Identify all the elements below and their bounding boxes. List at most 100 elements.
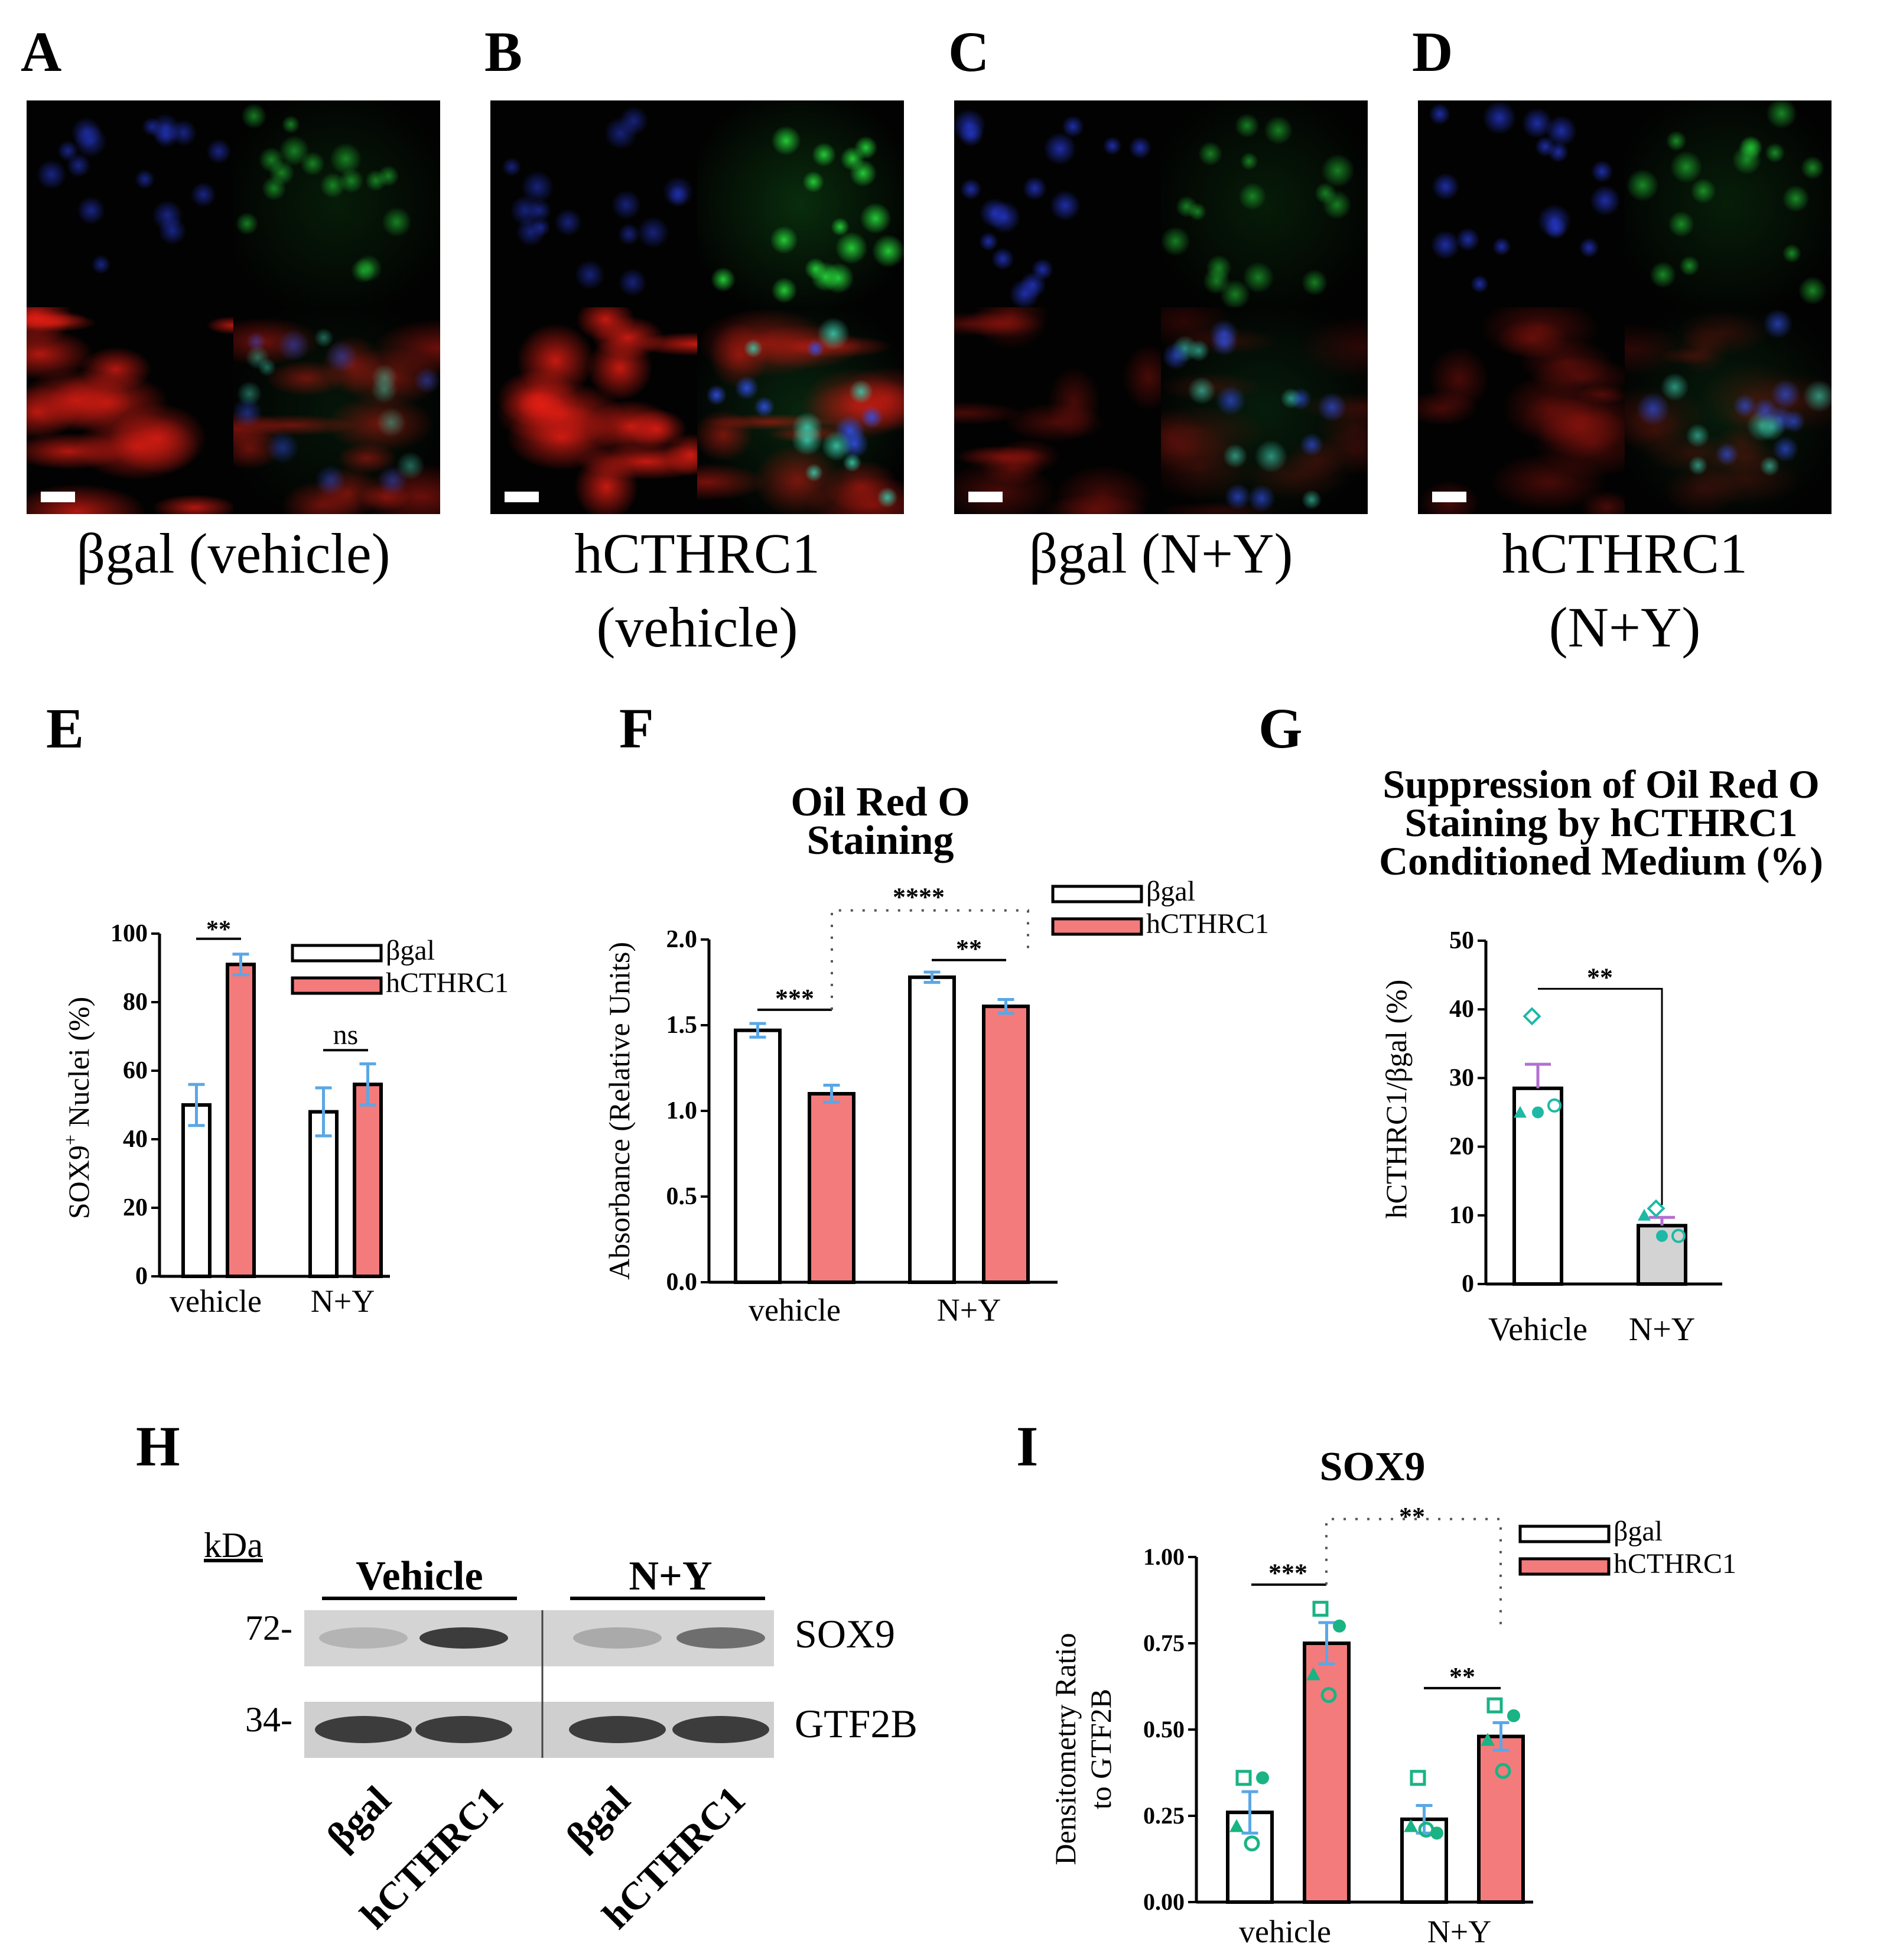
panel-letter-d: D (1412, 20, 1453, 83)
y-tick-label: 0.5 (666, 1183, 698, 1210)
band-sox9 (419, 1627, 508, 1649)
sig-label: *** (1268, 1559, 1307, 1588)
x-category-label: N+Y (1427, 1914, 1491, 1949)
legend-label: hCTHRC1 (1146, 908, 1269, 940)
bar-hCTHRC1-vehicle (1303, 1642, 1351, 1904)
legend-swatch (1051, 917, 1143, 936)
i-y-axis-label-line1: Densitometry Ratio (1049, 1633, 1082, 1865)
y-tick-label: 0 (135, 1263, 148, 1290)
panel-letter-a: A (21, 20, 62, 83)
data-point (1481, 1733, 1495, 1746)
y-tick-label: 60 (123, 1057, 148, 1084)
y-tick-label: 2.0 (666, 926, 698, 953)
data-point (1523, 1007, 1541, 1026)
sig-label: ns (333, 1019, 359, 1051)
panel-letter-g: G (1258, 697, 1303, 760)
sig-label: **** (893, 883, 945, 912)
i-y-axis-label-line2: to GTF2B (1084, 1689, 1117, 1809)
data-point (1235, 1770, 1252, 1786)
bar-βgal-vehicle (181, 1103, 212, 1278)
bar-hCTHRC1-vehicle (808, 1092, 855, 1284)
legend-swatch (291, 976, 383, 995)
data-point (1306, 1667, 1320, 1681)
x-category-label: vehicle (170, 1283, 262, 1319)
micrograph-d-red-channel (1418, 307, 1625, 514)
micrograph-c-dapi-channel (954, 100, 1161, 307)
sig-bracket (1538, 987, 1663, 1205)
data-point (1656, 1230, 1668, 1242)
micrograph-b-merge-channel (697, 307, 904, 514)
panel-letter-f: F (619, 697, 654, 760)
y-tick-label: 40 (123, 1126, 148, 1153)
g-title-line2: Staining by hCTHRC1 (1404, 800, 1797, 845)
g-y-axis-label: hCTHRC1/βgal (%) (1380, 980, 1413, 1219)
y-tick-label: 0.50 (1143, 1716, 1185, 1743)
legend-label: hCTHRC1 (1613, 1548, 1736, 1579)
y-tick-label: 40 (1449, 996, 1474, 1023)
data-point (1638, 1208, 1651, 1221)
micrograph-b (490, 100, 904, 514)
micrograph-caption-c: βgal (N+Y) (1029, 522, 1293, 585)
y-tick-label: 50 (1449, 927, 1474, 954)
x-category-label: vehicle (1239, 1914, 1331, 1949)
data-point (1671, 1228, 1686, 1243)
band-gtf2b (672, 1716, 769, 1743)
x-category-label: N+Y (1629, 1311, 1695, 1348)
scale-bar (1432, 492, 1466, 502)
legend-label: βgal (386, 935, 435, 966)
legend-swatch (1518, 1525, 1611, 1543)
f-title-line2: Staining (807, 818, 954, 863)
f-title-line1: Oil Red O (791, 779, 970, 825)
legend-label: hCTHRC1 (386, 967, 509, 999)
chart-g-suppression: Suppression of Oil Red O Staining by hCT… (1379, 762, 1823, 1348)
data-point (1244, 1835, 1260, 1852)
legend-label: βgal (1613, 1516, 1663, 1547)
micrograph-d-merge-channel (1625, 307, 1832, 514)
data-point (1320, 1687, 1337, 1704)
data-point (1333, 1619, 1346, 1633)
micrograph-a-red-channel (27, 307, 233, 514)
y-tick-label: 1.5 (666, 1012, 698, 1039)
micrograph-a (27, 100, 440, 514)
marker-34: 34- (245, 1700, 292, 1739)
sig-label: ** (1449, 1662, 1475, 1691)
panel-letter-i: I (1016, 1415, 1039, 1478)
sig-label: *** (775, 984, 814, 1013)
data-point (1647, 1199, 1665, 1218)
f-y-axis-label: Absorbance (Relative Units) (603, 942, 636, 1280)
bar-hCTHRC1-vehicle (226, 963, 256, 1278)
micrograph-a-merge-channel (233, 307, 440, 514)
band-gtf2b (315, 1716, 412, 1743)
blot-group-vehicle: Vehicle (356, 1553, 483, 1599)
panel-letter-h: H (136, 1415, 180, 1478)
data-point (1507, 1709, 1520, 1722)
y-tick-label: 10 (1449, 1202, 1474, 1229)
band-gtf2b (415, 1716, 512, 1743)
data-point (1256, 1771, 1269, 1785)
band-sox9 (676, 1627, 765, 1649)
sig-bracket-dotted (1325, 1517, 1502, 1633)
g-title-line1: Suppression of Oil Red O (1382, 762, 1819, 807)
micrograph-caption-d: hCTHRC1 (N+Y) (1501, 522, 1748, 659)
bar-βgal-vehicle (734, 1028, 782, 1284)
micrograph-c-merge-channel (1161, 307, 1368, 514)
data-point (1532, 1106, 1544, 1119)
y-tick-label: 1.00 (1143, 1543, 1185, 1570)
chart-f-oil-red-o: Oil Red O Staining 0.0 0.5 1.0 1.5 2.0 vehicl… (603, 779, 1269, 1328)
data-point (1418, 1821, 1434, 1838)
micrograph-b-green-channel (697, 100, 904, 307)
data-point (1547, 1098, 1562, 1113)
micrograph-c-green-channel (1161, 100, 1368, 307)
band-sox9 (319, 1627, 408, 1649)
micrograph-caption-b: hCTHRC1 (vehicle) (574, 522, 821, 659)
sig-label: ** (206, 916, 231, 944)
micrograph-c-red-channel (954, 307, 1161, 514)
data-point (1514, 1106, 1527, 1118)
micrograph-d-dapi-channel (1418, 100, 1625, 307)
chart-i-sox9-densitometry: SOX9 0.00 0.25 0.50 0.75 1.00 vehicle N+Y βgalh… (1049, 1444, 1736, 1949)
data-point (1486, 1697, 1503, 1714)
bar-βgal-N+Y (908, 975, 956, 1284)
data-point (1495, 1763, 1511, 1779)
scale-bar (41, 492, 75, 502)
bar-hCTHRC1-N+Y (1477, 1734, 1525, 1904)
